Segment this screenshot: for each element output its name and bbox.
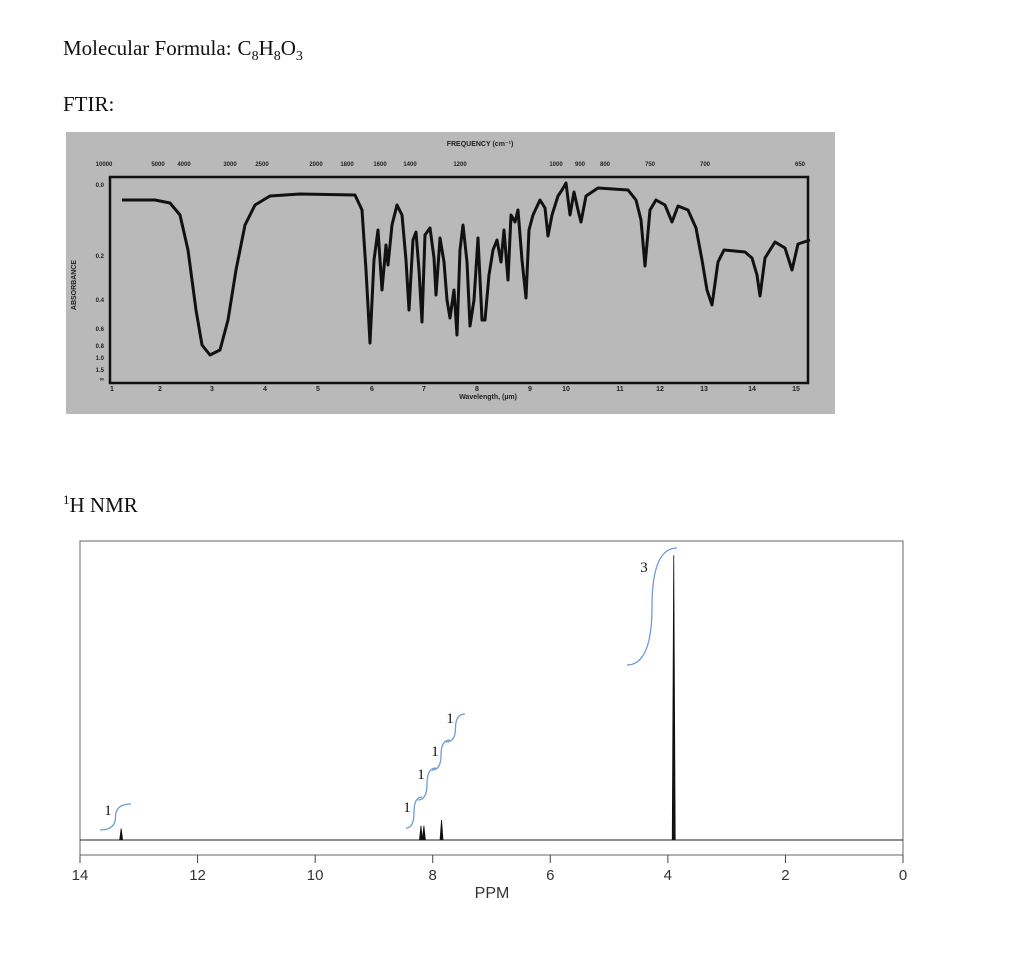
absorbance-tick-label: 0.0 <box>96 183 105 189</box>
formula-subscript: 8 <box>274 49 281 64</box>
formula-element: O <box>281 36 296 60</box>
wavelength-tick-label: 10 <box>562 386 570 393</box>
ftir-frame <box>108 175 810 385</box>
nmr-title-text: H NMR <box>70 493 138 517</box>
frequency-tick-label: 1200 <box>453 162 467 168</box>
integral-label: 1 <box>431 744 439 760</box>
formula-element: H <box>259 36 274 60</box>
absorbance-label: ABSORBANCE <box>71 260 78 311</box>
wavelength-label: Wavelength, (µm) <box>459 394 517 401</box>
wavelength-tick-label: 6 <box>370 386 374 393</box>
peak <box>119 828 124 841</box>
frequency-tick-label: 10000 <box>96 162 113 168</box>
integral-label: 1 <box>403 800 411 816</box>
wavelength-tick-label: 1 <box>110 386 114 393</box>
x-axis-label: PPM <box>475 885 510 902</box>
wavelength-tick-label: 9 <box>528 386 532 393</box>
formula-element: C <box>238 36 252 60</box>
ftir-title: FTIR: <box>63 92 114 116</box>
absorbance-tick-label: 0.2 <box>96 254 105 260</box>
wavelength-tick-label: 13 <box>700 386 708 393</box>
frequency-tick-label: 1000 <box>549 162 563 168</box>
nmr-frame <box>79 540 904 856</box>
peak <box>439 820 444 841</box>
wavelength-tick-label: 5 <box>316 386 320 393</box>
x-tick-label: 2 <box>781 867 789 884</box>
formula: C8H8O3 <box>238 36 303 64</box>
ftir-trace <box>122 181 811 357</box>
frequency-tick-label: 1800 <box>340 162 354 168</box>
formula-subscript: 3 <box>296 49 303 64</box>
formula-subscript: 8 <box>252 49 259 64</box>
absorbance-tick-label: 1.0 <box>96 356 105 362</box>
frequency-tick-label: 700 <box>700 162 711 168</box>
absorbance-tick-label: 0.8 <box>96 344 105 350</box>
integral-label: 1 <box>417 767 425 783</box>
wavelength-tick-label: 11 <box>616 386 624 393</box>
x-tick-label: 8 <box>429 867 437 884</box>
nmr-title: 1H NMR <box>63 492 138 517</box>
x-tick-label: 4 <box>664 867 672 884</box>
frequency-tick-label: 650 <box>795 162 806 168</box>
x-tick-label: 10 <box>307 867 324 884</box>
integral-curve <box>99 803 132 831</box>
peak <box>421 825 426 841</box>
frequency-tick-label: 1600 <box>373 162 387 168</box>
ftir-background <box>66 132 835 414</box>
integral-label: 1 <box>104 803 112 819</box>
frequency-tick-label: 900 <box>575 162 586 168</box>
nmr-title-sup: 1 <box>63 492 70 507</box>
formula-line: Molecular Formula: C8H8O3 <box>63 36 303 64</box>
wavelength-tick-label: 8 <box>475 386 479 393</box>
integral-curve <box>626 547 678 666</box>
x-tick-label: 14 <box>72 867 89 884</box>
wavelength-tick-label: 2 <box>158 386 162 393</box>
wavelength-tick-label: 12 <box>656 386 664 393</box>
integral-curve <box>445 713 466 743</box>
frequency-tick-label: 3000 <box>223 162 237 168</box>
ftir-spectrum: FREQUENCY (cm⁻¹) Wavelength, (µm) ABSORB… <box>66 132 835 414</box>
absorbance-tick-label: ∞ <box>100 377 104 383</box>
wavelength-tick-label: 14 <box>748 386 756 393</box>
integral-label: 1 <box>446 711 454 727</box>
absorbance-tick-label: 0.4 <box>96 298 105 304</box>
integral-curve <box>417 767 437 801</box>
peak <box>419 825 423 841</box>
frequency-tick-label: 750 <box>645 162 656 168</box>
frequency-tick-label: 1400 <box>403 162 417 168</box>
frequency-tick-label: 2000 <box>309 162 323 168</box>
frequency-tick-label: 2500 <box>255 162 269 168</box>
frequency-tick-label: 5000 <box>151 162 165 168</box>
x-tick-label: 6 <box>546 867 554 884</box>
wavelength-tick-label: 4 <box>263 386 267 393</box>
frequency-tick-label: 800 <box>600 162 611 168</box>
integral-label: 3 <box>640 560 648 576</box>
integral-curve <box>431 739 451 771</box>
frequency-tick-label: 4000 <box>177 162 191 168</box>
absorbance-tick-label: 0.6 <box>96 327 105 333</box>
frequency-label: FREQUENCY (cm⁻¹) <box>447 141 514 148</box>
x-tick-label: 0 <box>899 867 907 884</box>
wavelength-tick-label: 7 <box>422 386 426 393</box>
integral-curve <box>405 796 423 829</box>
absorbance-tick-label: 1.5 <box>96 368 105 374</box>
formula-label: Molecular Formula: <box>63 36 232 60</box>
x-tick-label: 12 <box>189 867 206 884</box>
wavelength-tick-label: 3 <box>210 386 214 393</box>
peak <box>671 555 676 841</box>
wavelength-tick-label: 15 <box>792 386 800 393</box>
